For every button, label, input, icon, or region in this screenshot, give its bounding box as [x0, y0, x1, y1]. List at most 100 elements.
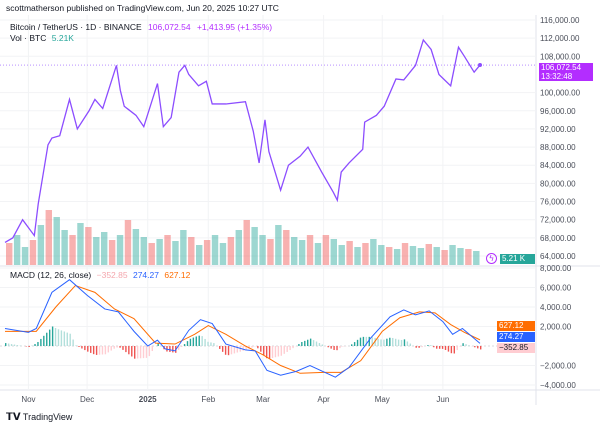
- macd-histogram-bar: [60, 330, 63, 346]
- last-price: 106,072.54: [148, 22, 191, 32]
- volume-bar: [235, 230, 242, 265]
- signal-badge: 627.12: [497, 321, 535, 331]
- macd-signal-value: 627.12: [164, 270, 191, 280]
- macd-histogram-bar: [119, 346, 121, 348]
- macd-histogram-bar: [289, 346, 291, 351]
- price-tick-label: 76,000.00: [540, 198, 576, 207]
- macd-histogram-bar: [242, 346, 244, 351]
- macd-histogram-bar: [430, 345, 432, 346]
- volume-bar: [116, 235, 124, 265]
- macd-histogram-bar: [318, 343, 321, 346]
- price-tick-label: 92,000.00: [540, 125, 576, 134]
- macd-histogram-bar: [10, 344, 13, 346]
- volume-bar: [53, 217, 60, 265]
- volume-bar: [275, 225, 282, 265]
- macd-histogram-bar: [251, 346, 253, 348]
- macd-histogram-bar: [37, 342, 39, 346]
- macd-histogram-bar: [418, 346, 420, 348]
- volume-bar: [148, 243, 155, 265]
- macd-histogram-bar: [122, 346, 124, 350]
- volume-bar: [267, 239, 274, 265]
- volume-bar: [322, 235, 330, 265]
- publisher-line: scottmatherson published on TradingView.…: [6, 3, 279, 13]
- time-tick-label: May: [375, 395, 390, 404]
- macd-histogram-bar: [380, 339, 382, 346]
- macd-histogram-bar: [415, 346, 417, 348]
- volume-bar: [465, 249, 472, 265]
- macd-histogram-bar: [362, 336, 365, 346]
- time-tick-label: Jun: [436, 395, 449, 404]
- macd-histogram-bar: [7, 343, 10, 346]
- volume-bar: [449, 245, 456, 265]
- volume-bar: [243, 220, 250, 265]
- macd-tick-label: 4,000.00: [540, 303, 572, 312]
- macd-histogram-bar: [43, 335, 45, 346]
- tradingview-logo[interactable]: 𝗧𝗩 TradingView: [6, 412, 72, 423]
- volume-bar: [156, 239, 163, 265]
- macd-histogram-bar: [365, 336, 368, 346]
- macd-histogram-bar: [13, 344, 16, 346]
- volume-bar: [441, 250, 448, 265]
- macd-histogram-bar: [113, 346, 115, 349]
- macd-tick-label: −4,000.00: [540, 381, 576, 390]
- price-badge: 106,072.54 13:32:48: [539, 63, 593, 81]
- macd-histogram-bar: [301, 342, 303, 346]
- time-tick-label: Nov: [21, 395, 35, 404]
- macd-histogram-bar: [125, 346, 127, 353]
- volume-bar: [346, 241, 353, 265]
- lightning-icon[interactable]: ϟ: [486, 253, 497, 264]
- macd-histogram-bar: [389, 337, 391, 346]
- volume-bar: [77, 223, 84, 265]
- time-tick-label: Mar: [256, 395, 270, 404]
- macd-histogram-bar: [195, 336, 197, 346]
- volume-bar: [251, 227, 258, 265]
- macd-histogram-bar: [277, 346, 280, 357]
- macd-histogram-bar: [453, 346, 456, 354]
- volume-bar: [196, 245, 203, 265]
- macd-histogram-bar: [90, 346, 92, 353]
- macd-histogram-bar: [131, 346, 133, 357]
- macd-histogram-bar: [286, 346, 288, 352]
- macd-histogram-bar: [342, 346, 344, 347]
- price-tick-label: 100,000.00: [540, 89, 581, 98]
- volume-label: Vol · BTC: [10, 33, 47, 43]
- macd-histogram-bar: [444, 346, 447, 350]
- volume-bar: [219, 243, 227, 265]
- macd-histogram-bar: [16, 345, 19, 346]
- volume-bar: [85, 227, 92, 265]
- macd-histogram-bar: [198, 335, 200, 346]
- countdown: 13:32:48: [541, 72, 573, 81]
- macd-histogram-bar: [257, 346, 259, 349]
- macd-line-value: 274.27: [132, 270, 159, 280]
- macd-histogram-bar: [465, 344, 467, 346]
- macd-histogram-bar: [406, 341, 409, 346]
- price-tick-label: 80,000.00: [540, 179, 576, 188]
- macd-histogram-bar: [81, 346, 83, 349]
- volume-bar: [13, 235, 21, 265]
- macd-histogram-bar: [201, 336, 203, 346]
- macd-histogram-bar: [403, 339, 406, 346]
- macd-histogram-bar: [307, 339, 309, 346]
- volume-bar: [164, 235, 171, 265]
- macd-histogram-bar: [110, 346, 112, 351]
- macd-histogram-bar: [87, 346, 89, 352]
- macd-histogram-bar: [186, 341, 189, 346]
- macd-histogram-bar: [139, 346, 142, 359]
- macd-histogram-bar: [392, 337, 394, 346]
- price-tick-label: 84,000.00: [540, 161, 576, 170]
- macd-histogram-bar: [177, 346, 180, 350]
- volume-bar: [401, 243, 409, 265]
- volume-bar: [227, 237, 235, 265]
- macd-histogram-bar: [309, 338, 312, 346]
- macd-histogram-bar: [304, 340, 306, 346]
- macd-histogram-bar: [468, 345, 470, 346]
- macd-histogram-bar: [427, 345, 429, 346]
- volume-bar: [93, 237, 100, 265]
- logo-text: TradingView: [22, 412, 73, 422]
- volume-bar: [259, 235, 266, 265]
- macd-histogram-bar: [459, 346, 461, 347]
- macd-histogram-bar: [462, 343, 464, 346]
- volume-badge: 5.21 K: [500, 254, 535, 264]
- volume-bar: [61, 230, 68, 265]
